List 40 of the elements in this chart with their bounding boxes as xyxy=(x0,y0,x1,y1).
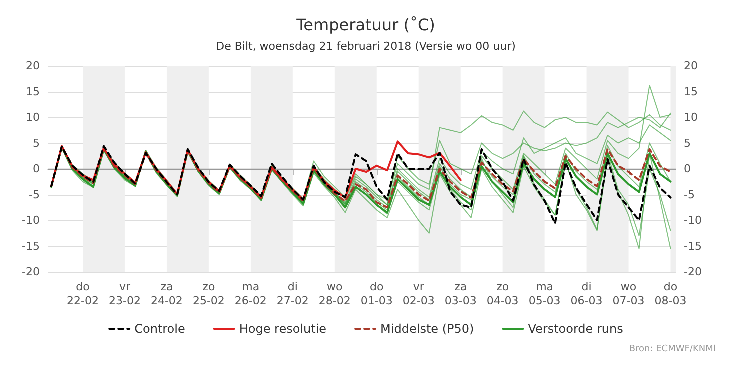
y2-tick-label: 10 xyxy=(684,111,698,124)
legend-label: Middelste (P50) xyxy=(380,322,474,336)
y-tick-label: 10 xyxy=(26,111,40,124)
x-tick-label: vr 23-02 xyxy=(108,280,141,308)
chart-title: Temperatuur (˚C) xyxy=(296,16,436,34)
legend-label: Controle xyxy=(134,322,186,336)
x-tick-label: vr 02-03 xyxy=(402,280,435,308)
y2-tick-label: -20 xyxy=(684,266,702,278)
y-tick-label: -15 xyxy=(22,240,40,253)
y-tick-label: 0 xyxy=(33,162,40,176)
y-tick-label: -20 xyxy=(22,266,40,278)
chart-subtitle: De Bilt, woensdag 21 februari 2018 (Versie wo 00 uur) xyxy=(216,40,516,53)
x-tick-label: ma 26-02 xyxy=(234,280,267,308)
y2-tick-label: 0 xyxy=(684,162,691,176)
x-tick-label: za 24-02 xyxy=(150,280,183,308)
y2-tick-label: 5 xyxy=(684,136,691,150)
x-tick-label: di 06-03 xyxy=(570,280,603,308)
x-tick-label: zo 04-03 xyxy=(486,280,519,308)
x-tick-label: wo 28-02 xyxy=(318,280,351,308)
y-tick-label: -10 xyxy=(22,214,40,227)
x-tick-label: zo 25-02 xyxy=(192,280,225,308)
x-tick-label: do 08-03 xyxy=(654,280,687,308)
y2-tick-label: -5 xyxy=(684,188,695,202)
legend-label: Hoge resolutie xyxy=(239,322,327,336)
x-tick-label: ma 05-03 xyxy=(528,280,561,308)
x-tick-label: di 27-02 xyxy=(276,280,309,308)
x-tick-label: do 22-02 xyxy=(67,280,99,308)
y2-tick-label: 15 xyxy=(684,85,698,98)
y2-tick-label: -10 xyxy=(684,214,702,227)
y-tick-label: -5 xyxy=(29,188,40,202)
y2-tick-label: 20 xyxy=(684,60,698,72)
y-tick-label: 15 xyxy=(26,85,40,98)
y-tick-label: 20 xyxy=(26,60,40,72)
x-tick-label: wo 07-03 xyxy=(612,280,645,308)
text: Bron: ECMWF/KNMI xyxy=(629,344,716,354)
x-tick-label: za 03-03 xyxy=(444,280,477,308)
y-tick-label: 5 xyxy=(33,136,40,150)
x-tick-label: do 01-03 xyxy=(360,280,393,308)
y2-tick-label: -15 xyxy=(684,240,702,253)
legend-label: Verstoorde runs xyxy=(528,322,624,336)
